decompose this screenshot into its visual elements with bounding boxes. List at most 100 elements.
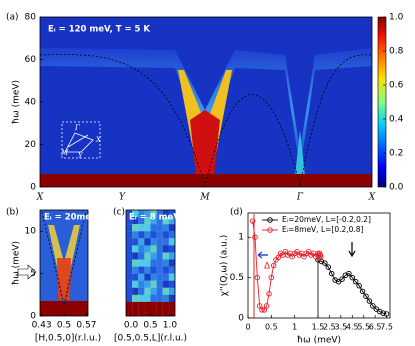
heatmap-cell xyxy=(168,301,176,310)
inset-label: Y xyxy=(78,152,84,160)
x-tick-label: 0.5 xyxy=(57,321,71,331)
y-tick-label: 0 xyxy=(238,314,244,324)
heatmap-cell xyxy=(132,210,139,218)
heatmap-c xyxy=(126,210,176,317)
x-tick-label: 7.5 xyxy=(380,323,393,332)
heatmap-cell xyxy=(144,231,151,239)
heatmap-cell xyxy=(168,252,176,260)
heatmap-cell xyxy=(150,273,157,281)
heatmap-cell xyxy=(138,245,145,253)
heatmap-a xyxy=(39,17,373,188)
data-point xyxy=(359,288,366,295)
heatmap-cell xyxy=(162,266,169,274)
heatmap-cell xyxy=(138,238,145,246)
x-tick-label: Y xyxy=(119,193,126,203)
inset-label: M xyxy=(60,149,69,157)
heatmap-cell xyxy=(162,259,169,267)
x-tick-label: 1.0 xyxy=(163,321,178,331)
data-point xyxy=(249,218,256,224)
heatmap-cell xyxy=(126,287,133,295)
colorbar-tick-label: 1.0 xyxy=(389,13,404,23)
panel-label: (a) xyxy=(6,13,19,23)
heatmap-cell xyxy=(156,217,163,225)
heatmap-cell xyxy=(168,238,176,246)
heatmap-cell xyxy=(132,301,139,310)
annotation: Eᵢ = 120 meV, T = 5 K xyxy=(48,25,150,35)
heatmap-cell xyxy=(132,231,139,239)
heatmap-cell xyxy=(144,252,151,260)
data-point xyxy=(263,303,270,309)
heatmap-cell xyxy=(144,245,151,253)
heatmap-cell xyxy=(126,266,133,274)
heatmap-cell xyxy=(162,273,169,281)
data-point xyxy=(380,310,386,316)
heatmap-cell xyxy=(150,280,157,288)
colorbar xyxy=(377,16,387,188)
data-point xyxy=(349,274,356,281)
y-axis-label: ħω (meV) xyxy=(12,241,22,285)
heatmap-cell xyxy=(132,245,139,253)
colorbar-tick-label: 0.6 xyxy=(389,81,404,91)
data-point xyxy=(356,282,362,289)
legend-label: Eᵢ=8meV, L=[0.2,0.8] xyxy=(282,225,364,234)
colorbar-tick-label: 0.2 xyxy=(389,149,403,159)
heatmap-cell xyxy=(144,273,151,281)
heatmap-cell xyxy=(150,287,157,295)
heatmap-cell xyxy=(168,210,176,218)
heatmap-cell xyxy=(168,273,176,281)
x-tick-label: 0.57 xyxy=(76,321,96,331)
colorbar-tick-label: 0.4 xyxy=(389,115,404,125)
heatmap-cell xyxy=(150,245,157,253)
heatmap-cell xyxy=(144,308,151,317)
y-tick-label: 40 xyxy=(25,98,37,108)
heatmap-cell xyxy=(162,280,169,288)
heatmap-cell xyxy=(156,259,163,267)
x-axis-label: [H,0.5,0](r.l.u.) xyxy=(35,334,101,344)
data-point xyxy=(370,303,376,309)
heatmap-cell xyxy=(126,245,133,253)
x-tick-label: X xyxy=(36,193,44,203)
heatmap-cell xyxy=(150,252,157,260)
panel-label: (d) xyxy=(230,208,243,218)
heatmap-cell xyxy=(144,280,151,288)
heatmap-cell xyxy=(150,238,157,246)
annotation: Eᵢ = 20meV xyxy=(44,213,98,223)
x-axis-label: ħω (meV) xyxy=(297,336,341,346)
heatmap-cell xyxy=(162,210,169,218)
data-point xyxy=(256,303,263,309)
data-point xyxy=(346,270,352,277)
x-tick-label: Γ xyxy=(296,193,304,203)
data-point xyxy=(328,270,335,277)
y-tick-label: 5 xyxy=(30,269,36,279)
data-point xyxy=(366,298,373,304)
data-line xyxy=(317,259,387,315)
heatmap-cell xyxy=(126,224,133,232)
colorbar-tick-label: 0.8 xyxy=(389,47,404,57)
x-tick-label: 0.5 xyxy=(265,323,278,332)
heatmap-cell xyxy=(144,266,151,274)
data-point xyxy=(254,274,261,281)
heatmap-cell xyxy=(138,273,145,281)
heatmap-cell xyxy=(162,245,169,253)
heatmap-cell xyxy=(132,273,139,281)
heatmap-cell xyxy=(156,210,163,218)
heatmap-cell xyxy=(162,308,169,317)
data-line xyxy=(252,221,322,311)
heatmap-cell xyxy=(132,287,139,295)
y-axis-label: χ''(Q,ω) (a.u.) xyxy=(220,235,230,296)
heatmap-cell xyxy=(126,231,133,239)
x-tick-label: 6.5 xyxy=(369,323,382,332)
heatmap-cell xyxy=(138,280,145,288)
x-tick-label: 0 xyxy=(245,323,250,332)
heatmap-cell xyxy=(156,273,163,281)
heatmap-cell xyxy=(144,259,151,267)
heatmap-cell xyxy=(150,259,157,267)
heatmap-cell xyxy=(156,294,163,303)
panel-label: (c) xyxy=(113,208,125,218)
data-point xyxy=(252,234,258,240)
x-tick-label: X xyxy=(368,193,376,203)
heatmap-cell xyxy=(150,294,157,303)
heatmap-cell xyxy=(126,259,133,267)
data-point xyxy=(275,254,282,261)
heatmap-cell xyxy=(126,238,133,246)
